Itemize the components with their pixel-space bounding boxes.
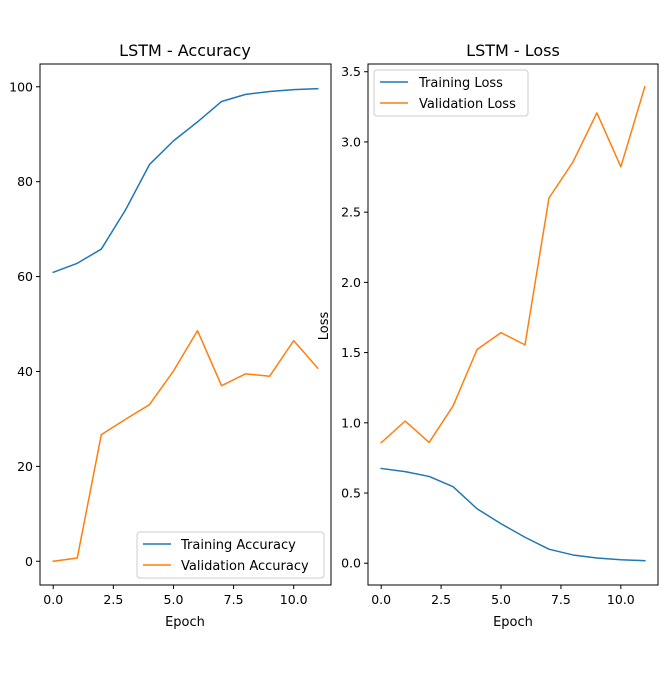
accuracy-plot-title: LSTM - Accuracy (119, 41, 251, 60)
loss-y-tick-label: 3.0 (341, 134, 361, 149)
loss-x-tick-label: 5.0 (491, 592, 511, 607)
accuracy-x-tick-label: 10.0 (280, 592, 308, 607)
accuracy-x-tick-label: 2.5 (103, 592, 123, 607)
accuracy-y-tick-label: 20 (17, 459, 33, 474)
accuracy-x-tick-label: 0.0 (43, 592, 63, 607)
accuracy-legend-box (136, 531, 325, 579)
loss-legend-box (373, 69, 529, 117)
accuracy-legend-label-validation: Validation Accuracy (181, 559, 309, 574)
loss-legend-label-training: Training Loss (418, 76, 503, 91)
accuracy-legend-label-training: Training Accuracy (180, 538, 296, 553)
accuracy-series-lines (52, 87, 319, 563)
loss-y-tick-label: 0.5 (341, 486, 361, 501)
accuracy-y-tick-label: 100 (9, 79, 33, 94)
series-line-training-loss (380, 467, 646, 562)
accuracy-x-tick-label: 7.5 (224, 592, 244, 607)
series-line-training-accuracy (52, 87, 319, 274)
loss-plot: LSTM - Loss 0.0 0.5 1.0 1.5 2.0 2.5 3.0 3.5 0.0… (317, 41, 659, 630)
accuracy-legend: Training Accuracy Validation Accuracy (136, 531, 325, 579)
loss-y-tick-label: 2.0 (341, 275, 361, 290)
accuracy-y-tick-label: 80 (17, 174, 33, 189)
loss-y-axis-label: Loss (317, 312, 332, 341)
loss-x-tick-label: 0.0 (371, 592, 391, 607)
loss-legend-label-validation: Validation Loss (419, 97, 516, 112)
loss-plot-title: LSTM - Loss (466, 41, 560, 60)
accuracy-y-tick-label: 40 (17, 364, 33, 379)
series-line-validation-accuracy (52, 329, 319, 563)
loss-y-tick-label: 1.0 (341, 415, 361, 430)
loss-plot-frame (367, 63, 659, 586)
loss-y-tick-label: 0.0 (341, 556, 361, 571)
loss-y-axis: 0.0 0.5 1.0 1.5 2.0 2.5 3.0 3.5 (341, 64, 368, 571)
loss-x-tick-label: 2.5 (431, 592, 451, 607)
series-line-validation-loss (380, 85, 646, 444)
loss-y-tick-label: 1.5 (341, 345, 361, 360)
accuracy-x-axis-label: Epoch (165, 615, 205, 630)
loss-y-tick-label: 2.5 (341, 205, 361, 220)
accuracy-y-tick-label: 0 (25, 554, 33, 569)
accuracy-plot-frame (39, 63, 332, 586)
loss-y-tick-label: 3.5 (341, 64, 361, 79)
accuracy-plot: LSTM - Accuracy 0 20 40 60 80 100 0.0 2.5 5.0 7.… (9, 41, 332, 630)
accuracy-y-tick-label: 60 (17, 269, 33, 284)
loss-x-tick-label: 7.5 (551, 592, 571, 607)
loss-x-axis: 0.0 2.5 5.0 7.5 10.0 (371, 585, 635, 607)
loss-x-axis-label: Epoch (493, 615, 533, 630)
loss-legend: Training Loss Validation Loss (373, 69, 529, 117)
accuracy-x-axis: 0.0 2.5 5.0 7.5 10.0 (43, 585, 308, 607)
loss-x-tick-label: 10.0 (607, 592, 635, 607)
loss-series-lines (380, 85, 646, 562)
accuracy-x-tick-label: 5.0 (164, 592, 184, 607)
accuracy-y-axis: 0 20 40 60 80 100 (9, 79, 40, 569)
